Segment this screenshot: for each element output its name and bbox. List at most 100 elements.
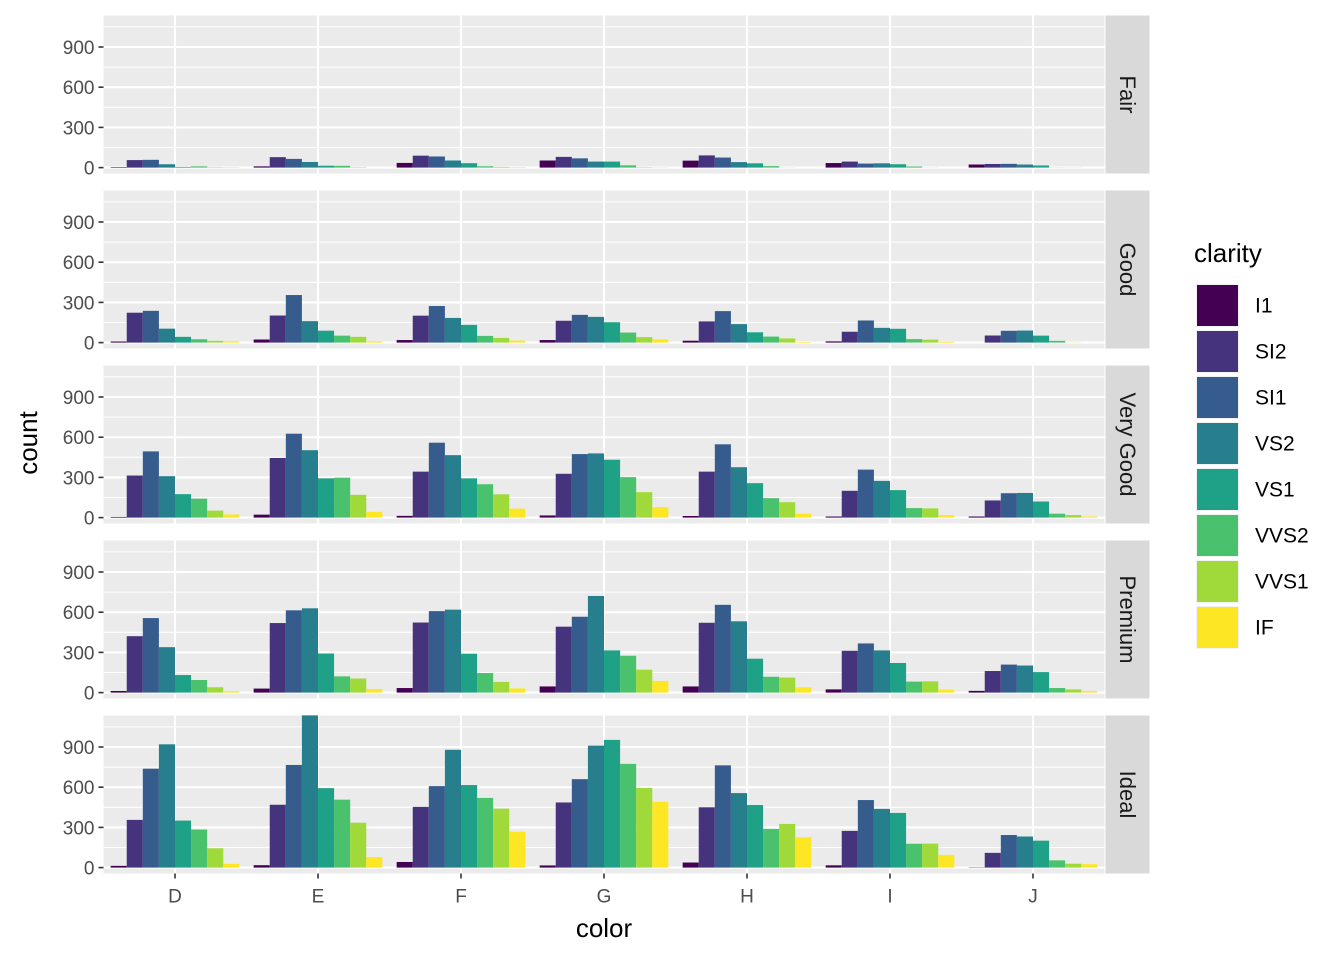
bar-vs1-g — [604, 322, 621, 343]
bar-si2-j — [984, 671, 1001, 693]
bar-si2-g — [555, 802, 572, 868]
bar-vs2-e — [301, 161, 318, 168]
bar-vvs1-e — [350, 494, 367, 518]
y-tick-label: 600 — [63, 78, 95, 99]
bar-vs1-i — [890, 662, 907, 693]
bar-vs2-e — [301, 715, 318, 868]
legend-label: VS1 — [1255, 479, 1295, 502]
bar-si2-f — [412, 806, 429, 868]
bar-vs2-j — [1016, 836, 1033, 868]
y-tick-label: 0 — [84, 859, 95, 880]
bar-vvs2-i — [906, 681, 923, 693]
bar-i1-j — [968, 516, 985, 518]
bar-i1-d — [110, 690, 127, 693]
bar-if-i — [938, 515, 955, 518]
bar-vvs2-j — [1049, 513, 1066, 518]
bar-vvs2-j — [1049, 340, 1066, 343]
y-tick-label: 600 — [63, 428, 95, 449]
bar-si2-f — [412, 471, 429, 518]
bar-si2-e — [269, 315, 286, 343]
bar-if-g — [652, 507, 669, 518]
legend-key-swatch — [1197, 331, 1238, 372]
bar-vvs1-d — [207, 510, 224, 518]
legend-item-if: IF — [1196, 606, 1274, 649]
bar-vvs2-e — [334, 477, 351, 518]
facet-panels: 0 300 600 900 Fair 0 300 600 900 Good 0 300 600 900 Ve… — [63, 15, 1150, 880]
bar-vvs2-g — [620, 477, 637, 518]
bar-si1-e — [285, 295, 302, 343]
bar-vvs1-e — [350, 678, 367, 693]
bar-si1-h — [714, 765, 731, 868]
bar-i1-d — [110, 865, 127, 868]
bar-si1-e — [285, 158, 302, 168]
bar-si1-g — [571, 158, 588, 168]
bar-vvs2-f — [477, 484, 494, 518]
bar-if-h — [795, 513, 812, 518]
bar-vvs1-h — [779, 823, 796, 868]
bar-vvs1-f — [493, 494, 510, 518]
legend-label: IF — [1255, 617, 1274, 640]
bar-vs1-g — [604, 161, 621, 168]
bar-vvs2-d — [191, 339, 208, 343]
bar-vs2-j — [1016, 164, 1033, 168]
bar-if-d — [223, 691, 240, 693]
bar-if-j — [1081, 516, 1098, 518]
bar-vvs1-d — [207, 848, 224, 868]
bar-vs2-f — [444, 455, 461, 518]
bar-i1-h — [682, 515, 699, 518]
bar-si2-h — [698, 155, 715, 168]
bar-vs2-g — [587, 453, 604, 518]
bar-i1-i — [825, 689, 842, 693]
bar-si1-g — [571, 314, 588, 343]
bar-vs1-j — [1033, 335, 1050, 343]
bar-vvs1-g — [636, 337, 653, 343]
x-tick-label: G — [597, 887, 612, 908]
y-tick-label: 300 — [63, 468, 95, 489]
bar-vs2-h — [730, 324, 747, 343]
bar-i1-i — [825, 516, 842, 518]
bar-vvs1-f — [493, 681, 510, 693]
bar-vvs2-h — [763, 498, 780, 518]
bar-si1-i — [857, 800, 874, 868]
bar-vvs2-h — [763, 336, 780, 343]
legend-item-vvs2: VVS2 — [1196, 514, 1309, 557]
bar-vs2-h — [730, 621, 747, 693]
bar-si1-j — [1000, 493, 1017, 518]
x-axis: D E F G H I J — [168, 873, 1038, 908]
legend-label: SI2 — [1255, 341, 1287, 364]
bar-si2-i — [841, 161, 858, 168]
y-tick-label: 0 — [84, 509, 95, 530]
bar-vs1-i — [890, 164, 907, 168]
bar-si1-d — [142, 451, 159, 518]
bar-if-j — [1081, 864, 1098, 868]
bar-i1-g — [539, 686, 556, 693]
facet-strip — [1105, 365, 1150, 524]
bar-si1-d — [142, 310, 159, 343]
bar-vvs1-d — [207, 687, 224, 693]
bar-i1-f — [396, 162, 413, 168]
x-tick-label: I — [887, 887, 892, 908]
facet-panel-fair: 0 300 600 900 Fair — [63, 15, 1150, 180]
bar-si1-e — [285, 610, 302, 693]
bar-i1-e — [253, 865, 270, 868]
bar-i1-g — [539, 340, 556, 343]
bar-vs2-f — [444, 160, 461, 168]
legend-key-swatch — [1197, 561, 1238, 602]
bar-vs1-h — [747, 658, 764, 693]
legend-label: SI1 — [1255, 387, 1287, 410]
bar-vs2-i — [873, 650, 890, 693]
bar-i1-h — [682, 686, 699, 693]
bar-i1-g — [539, 865, 556, 868]
bar-i1-i — [825, 865, 842, 868]
bar-if-f — [509, 831, 526, 868]
bar-si2-h — [698, 622, 715, 693]
y-tick-label: 0 — [84, 159, 95, 180]
bar-si2-h — [698, 807, 715, 868]
legend-label: VVS2 — [1255, 525, 1309, 548]
bar-vs2-e — [301, 321, 318, 343]
bar-vs2-i — [873, 808, 890, 868]
bar-vs1-e — [318, 653, 335, 693]
bar-vvs2-d — [191, 166, 208, 168]
bar-i1-f — [396, 861, 413, 868]
x-tick-label: J — [1028, 887, 1038, 908]
